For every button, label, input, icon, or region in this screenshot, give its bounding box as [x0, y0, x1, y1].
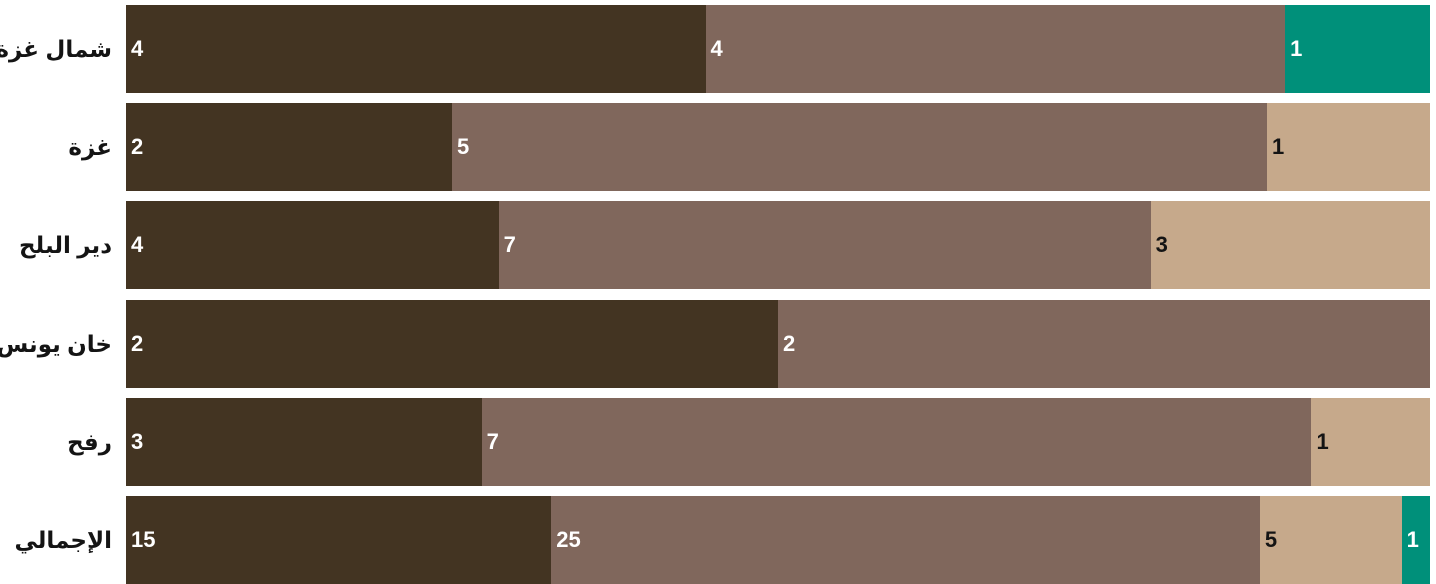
- data-label: 1: [1406, 527, 1419, 552]
- bar-segment: [1285, 5, 1430, 93]
- data-label: 2: [131, 134, 144, 160]
- data-label: 4: [131, 232, 144, 258]
- data-label: 1: [1290, 36, 1303, 61]
- bar-segment: [1401, 496, 1430, 584]
- category-label: خان يونس: [0, 330, 112, 357]
- data-label: 2: [131, 330, 144, 356]
- bar-segment: [126, 201, 499, 290]
- category-label: شمال غزة: [0, 36, 112, 62]
- data-label: 1: [1316, 428, 1329, 454]
- data-label: 1: [1272, 134, 1285, 160]
- bar-segment: [551, 496, 1260, 584]
- category-label: رفح: [67, 428, 112, 455]
- bar-segment: [778, 299, 1430, 388]
- bar-segment: [126, 299, 778, 388]
- data-label: 25: [556, 527, 581, 552]
- bar-segment: [481, 397, 1312, 486]
- bar-segment: [1311, 397, 1430, 486]
- data-label: 5: [457, 134, 470, 160]
- bar-segment: [126, 5, 706, 93]
- bar-segment: [452, 103, 1267, 192]
- category-label: دير البلح: [18, 232, 112, 259]
- category-label: غزة: [68, 134, 112, 161]
- bar-segment: [1150, 201, 1430, 290]
- data-label: 5: [1264, 527, 1278, 552]
- data-label: 3: [1155, 232, 1168, 258]
- bar-segment: [498, 201, 1151, 290]
- data-label: 4: [131, 36, 144, 61]
- data-label: 3: [131, 428, 144, 454]
- data-label: 7: [486, 428, 499, 454]
- category-label: الإجمالي: [14, 527, 112, 553]
- data-label: 15: [131, 527, 156, 552]
- bar-segment: [705, 5, 1286, 93]
- data-label: 4: [710, 36, 723, 61]
- bar-segment: [126, 496, 552, 584]
- bar-segment: [1267, 103, 1430, 192]
- bar-segment: [126, 103, 452, 192]
- bar-segment: [126, 397, 482, 486]
- data-label: 2: [783, 330, 796, 356]
- bar-segment: [1259, 496, 1402, 584]
- data-label: 7: [503, 232, 516, 258]
